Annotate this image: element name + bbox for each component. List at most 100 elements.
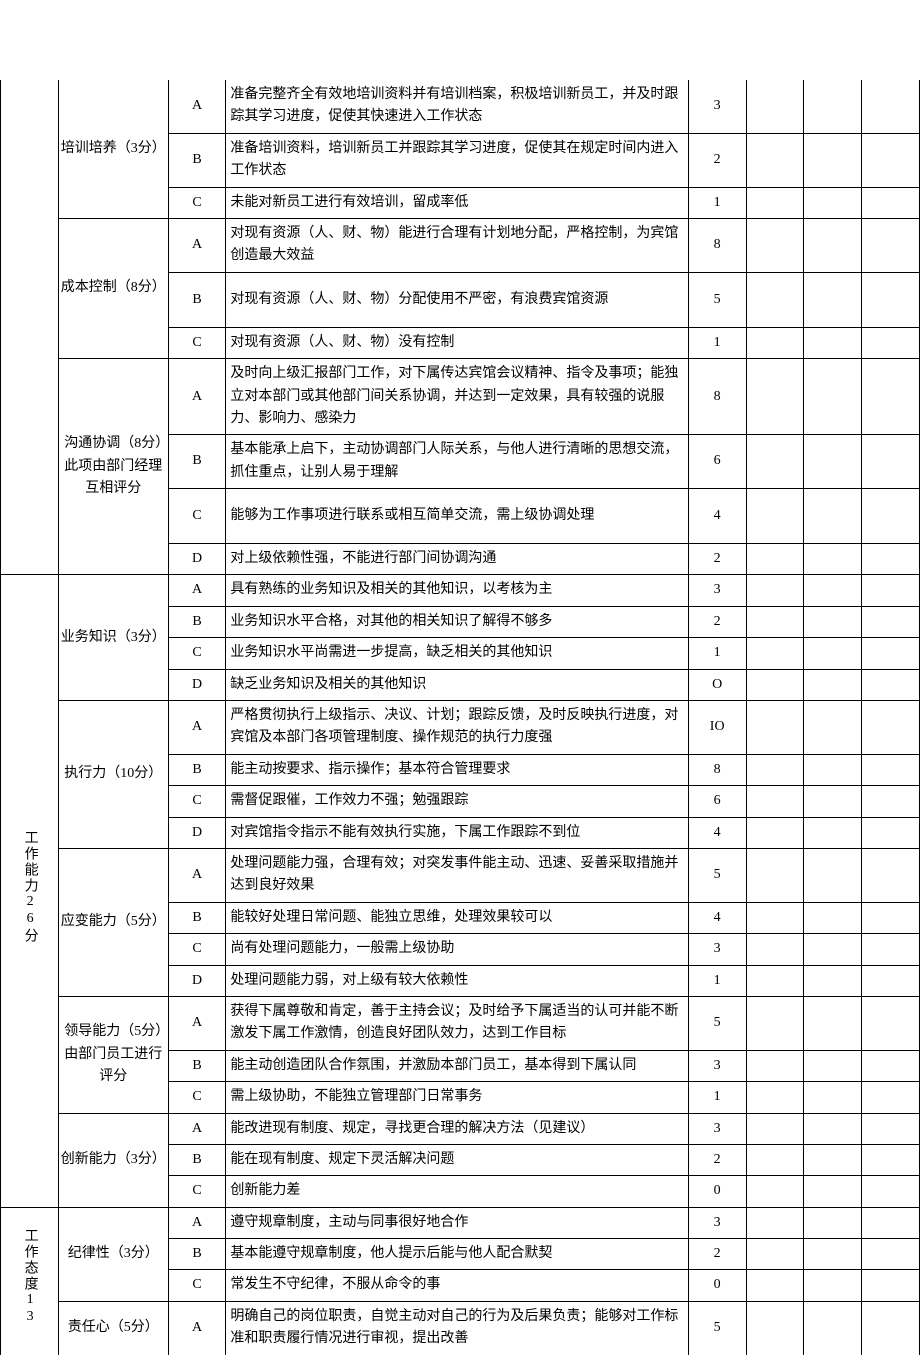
score: 3 [688,1207,746,1238]
score: 8 [688,359,746,435]
grade: B [168,754,226,785]
grade: A [168,996,226,1050]
grade: A [168,1113,226,1144]
score: 3 [688,575,746,606]
desc: 能在现有制度、规定下灵活解决问题 [226,1144,688,1175]
score: 3 [688,1050,746,1081]
desc: 对现有资源（人、财、物）能进行合理有计划地分配，严格控制，为宾馆创造最大效益 [226,218,688,272]
score: 0 [688,1270,746,1301]
score: 8 [688,754,746,785]
grade: C [168,1270,226,1301]
desc: 未能对新员工进行有效培训，留成率低 [226,187,688,218]
grade: C [168,934,226,965]
score: 8 [688,218,746,272]
desc: 需上级协助，不能独立管理部门日常事务 [226,1082,688,1113]
desc: 明确自己的岗位职责，自觉主动对自己的行为及后果负责；能够对工作标准和职责履行情况… [226,1301,688,1354]
desc: 能较好处理日常问题、能独立思维，处理效果较可以 [226,902,688,933]
score: 2 [688,133,746,187]
item-cost: 成本控制（8分） [58,218,168,358]
blank [746,80,804,133]
desc: 遵守规章制度，主动与同事很好地合作 [226,1207,688,1238]
grade: D [168,669,226,700]
desc: 业务知识水平尚需进一步提高，缺乏相关的其他知识 [226,638,688,669]
grade: C [168,1082,226,1113]
score: 3 [688,80,746,133]
desc: 需督促跟催，工作效力不强；勉强跟踪 [226,786,688,817]
blank [804,80,862,133]
evaluation-table: 培训培养（3分） A 准备完整齐全有效地培训资料并有培训档案，积极培训新员工，并… [0,80,920,1355]
grade: A [168,848,226,902]
score: 4 [688,489,746,544]
grade: B [168,1050,226,1081]
grade: C [168,489,226,544]
grade: B [168,902,226,933]
score: 0 [688,1176,746,1207]
desc: 尚有处理问题能力，一般需上级协助 [226,934,688,965]
score: IO [688,701,746,755]
score: 3 [688,1113,746,1144]
table-row: 沟通协调（8分）此项由部门经理互相评分 A 及时向上级汇报部门工作，对下属传达宾… [1,359,920,435]
desc: 对现有资源（人、财、物）没有控制 [226,327,688,358]
item-comm: 沟通协调（8分）此项由部门经理互相评分 [58,359,168,575]
desc: 业务知识水平合格，对其他的相关知识了解得不够多 [226,606,688,637]
item-resp: 责任心（5分） [58,1301,168,1354]
score: 4 [688,902,746,933]
item-biz: 业务知识（3分） [58,575,168,701]
grade: B [168,435,226,489]
table-row: 执行力（10分） A 严格贯彻执行上级指示、决议、计划；跟踪反馈，及时反映执行进… [1,701,920,755]
score: 5 [688,848,746,902]
grade: A [168,1301,226,1354]
category-work-attitude: 工作态度13 [1,1207,59,1354]
score: 1 [688,638,746,669]
desc: 能主动按要求、指示操作；基本符合管理要求 [226,754,688,785]
item-lead: 领导能力（5分）由部门员工进行评分 [58,996,168,1113]
desc: 准备完整齐全有效地培训资料并有培训档案，积极培训新员工，并及时跟踪其学习进度，促… [226,80,688,133]
score: 2 [688,544,746,575]
grade: A [168,701,226,755]
score: 4 [688,817,746,848]
score: 3 [688,934,746,965]
grade: A [168,359,226,435]
table-row: 应变能力（5分） A 处理问题能力强，合理有效；对突发事件能主动、迅速、妥善采取… [1,848,920,902]
blank [862,80,920,133]
desc: 基本能承上启下，主动协调部门人际关系，与他人进行清晰的思想交流，抓住重点，让别人… [226,435,688,489]
score: 2 [688,1239,746,1270]
desc: 对宾馆指令指示不能有效执行实施，下属工作跟踪不到位 [226,817,688,848]
table-row: 创新能力（3分） A 能改进现有制度、规定，寻找更合理的解决方法（见建议） 3 [1,1113,920,1144]
desc: 处理问题能力强，合理有效；对突发事件能主动、迅速、妥善采取措施并达到良好效果 [226,848,688,902]
item-adapt: 应变能力（5分） [58,848,168,996]
item-exec: 执行力（10分） [58,701,168,849]
table-row: 领导能力（5分）由部门员工进行评分 A 获得下属尊敬和肯定，善于主持会议；及时给… [1,996,920,1050]
desc: 对现有资源（人、财、物）分配使用不严密，有浪费宾馆资源 [226,272,688,327]
grade: D [168,965,226,996]
score: 1 [688,1082,746,1113]
table-row: 培训培养（3分） A 准备完整齐全有效地培训资料并有培训档案，积极培训新员工，并… [1,80,920,133]
grade: A [168,575,226,606]
desc: 缺乏业务知识及相关的其他知识 [226,669,688,700]
table-row: 成本控制（8分） A 对现有资源（人、财、物）能进行合理有计划地分配，严格控制，… [1,218,920,272]
grade: A [168,1207,226,1238]
grade: A [168,80,226,133]
item-training: 培训培养（3分） [58,80,168,218]
grade: D [168,817,226,848]
category-work-ability: 工作能力26分 [1,575,59,1207]
score: 1 [688,327,746,358]
grade: C [168,327,226,358]
desc: 对上级依赖性强，不能进行部门间协调沟通 [226,544,688,575]
item-disc: 纪律性（3分） [58,1207,168,1301]
grade: D [168,544,226,575]
grade: C [168,786,226,817]
grade: B [168,133,226,187]
table-row: 工作能力26分 业务知识（3分） A 具有熟练的业务知识及相关的其他知识，以考核… [1,575,920,606]
score: 6 [688,435,746,489]
score: 1 [688,187,746,218]
score: 2 [688,1144,746,1175]
desc: 创新能力差 [226,1176,688,1207]
desc: 能主动创造团队合作氛围，并激励本部门员工，基本得到下属认同 [226,1050,688,1081]
score: 2 [688,606,746,637]
table-row: 工作态度13 纪律性（3分） A 遵守规章制度，主动与同事很好地合作 3 [1,1207,920,1238]
score: 6 [688,786,746,817]
desc: 准备培训资料，培训新员工并跟踪其学习进度，促使其在规定时间内进入工作状态 [226,133,688,187]
grade: B [168,1144,226,1175]
item-innov: 创新能力（3分） [58,1113,168,1207]
